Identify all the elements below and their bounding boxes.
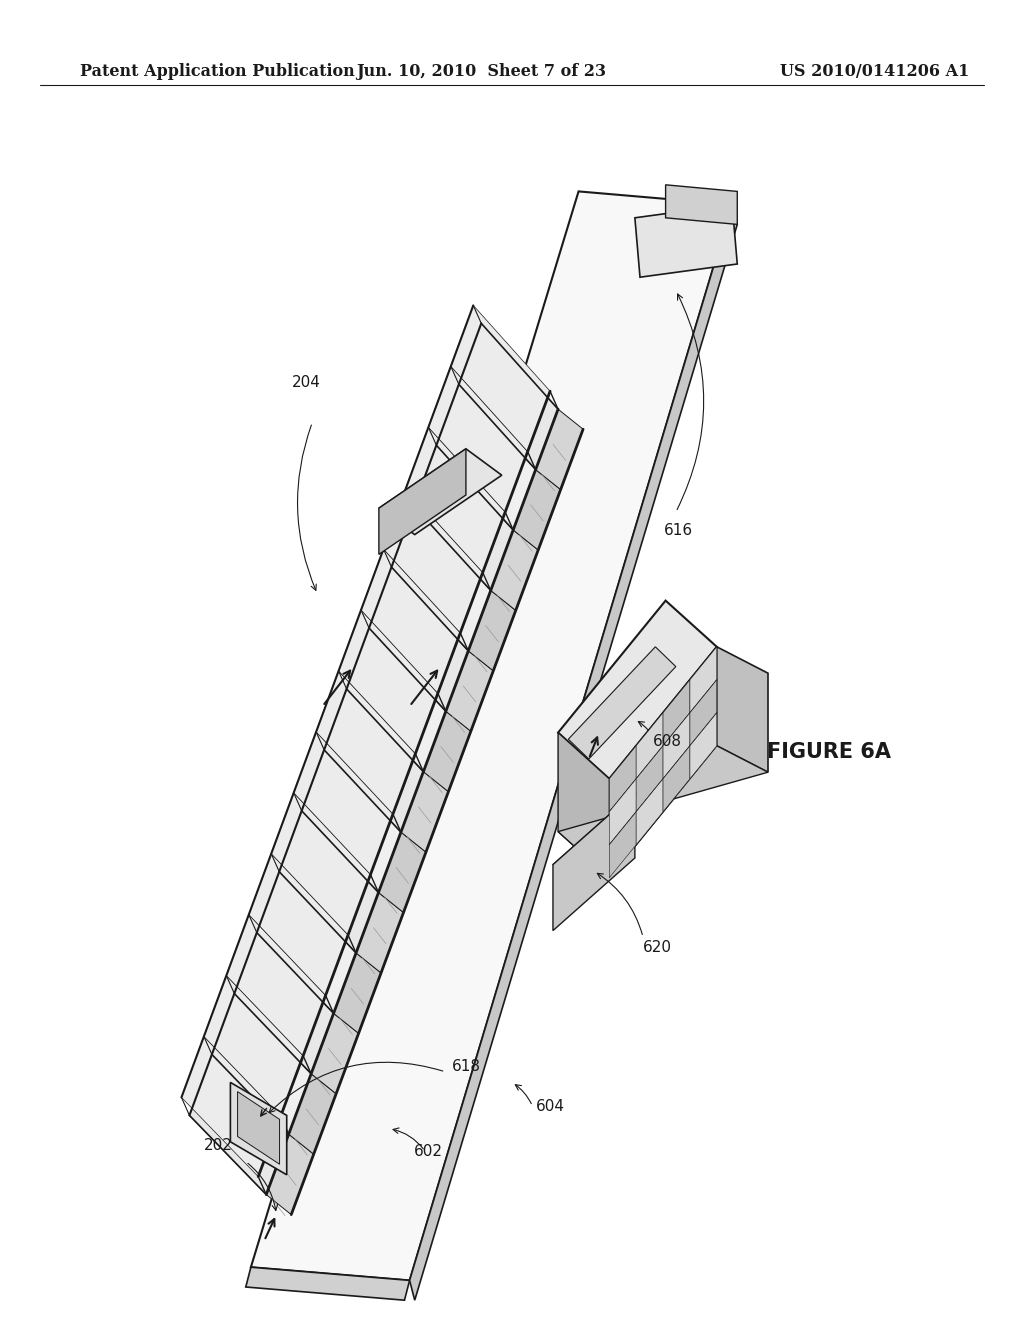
- Polygon shape: [690, 713, 717, 779]
- Polygon shape: [664, 746, 690, 812]
- Polygon shape: [451, 305, 550, 451]
- Text: 202: 202: [204, 1138, 232, 1154]
- Polygon shape: [251, 191, 732, 1280]
- Polygon shape: [558, 601, 717, 779]
- Text: 602: 602: [414, 1143, 442, 1159]
- Polygon shape: [558, 733, 609, 878]
- Polygon shape: [609, 746, 636, 812]
- Polygon shape: [428, 367, 527, 512]
- Polygon shape: [690, 647, 717, 713]
- Polygon shape: [230, 1082, 287, 1175]
- Polygon shape: [666, 185, 737, 224]
- Polygon shape: [391, 506, 490, 651]
- Text: FIGURE 6A: FIGURE 6A: [767, 742, 892, 763]
- Text: 608: 608: [653, 734, 682, 750]
- Polygon shape: [238, 1092, 280, 1164]
- Polygon shape: [401, 772, 449, 853]
- Polygon shape: [226, 915, 326, 1056]
- Polygon shape: [289, 1073, 336, 1154]
- Polygon shape: [379, 449, 466, 554]
- Polygon shape: [249, 854, 348, 995]
- Polygon shape: [361, 549, 460, 693]
- Text: 618: 618: [452, 1059, 480, 1074]
- Polygon shape: [369, 568, 468, 711]
- Polygon shape: [311, 1014, 358, 1094]
- Polygon shape: [636, 713, 664, 779]
- Polygon shape: [568, 647, 676, 759]
- Text: Patent Application Publication: Patent Application Publication: [80, 63, 354, 81]
- Polygon shape: [423, 711, 471, 792]
- Polygon shape: [414, 445, 513, 590]
- Polygon shape: [294, 731, 393, 875]
- Polygon shape: [636, 746, 664, 812]
- Polygon shape: [690, 680, 717, 746]
- Polygon shape: [212, 994, 311, 1134]
- Polygon shape: [383, 488, 482, 632]
- Polygon shape: [379, 449, 502, 535]
- Polygon shape: [468, 590, 516, 671]
- Polygon shape: [558, 746, 768, 878]
- Text: 204: 204: [292, 375, 321, 391]
- Text: Jun. 10, 2010  Sheet 7 of 23: Jun. 10, 2010 Sheet 7 of 23: [356, 63, 606, 81]
- Polygon shape: [635, 205, 737, 277]
- Text: 616: 616: [664, 523, 692, 539]
- Polygon shape: [339, 610, 438, 754]
- Polygon shape: [406, 428, 505, 573]
- Polygon shape: [189, 1055, 289, 1195]
- Polygon shape: [664, 713, 690, 779]
- Polygon shape: [459, 323, 558, 470]
- Polygon shape: [280, 810, 379, 953]
- Polygon shape: [513, 470, 560, 550]
- Polygon shape: [334, 953, 381, 1034]
- Polygon shape: [302, 750, 401, 892]
- Polygon shape: [553, 792, 655, 884]
- Text: 604: 604: [536, 1098, 564, 1114]
- Polygon shape: [717, 647, 768, 772]
- Polygon shape: [325, 689, 423, 832]
- Polygon shape: [609, 647, 717, 878]
- Polygon shape: [246, 1267, 410, 1300]
- Polygon shape: [266, 1134, 313, 1214]
- Polygon shape: [204, 975, 303, 1117]
- Polygon shape: [356, 892, 403, 973]
- Polygon shape: [410, 205, 737, 1300]
- Text: US 2010/0141206 A1: US 2010/0141206 A1: [779, 63, 969, 81]
- Polygon shape: [664, 680, 690, 746]
- Polygon shape: [316, 671, 416, 814]
- Polygon shape: [271, 793, 371, 935]
- Polygon shape: [636, 779, 664, 845]
- Polygon shape: [490, 531, 539, 610]
- Polygon shape: [257, 871, 356, 1014]
- Polygon shape: [609, 812, 636, 878]
- Polygon shape: [181, 1036, 281, 1176]
- Polygon shape: [379, 832, 426, 912]
- Polygon shape: [553, 792, 635, 931]
- Polygon shape: [346, 628, 445, 772]
- Polygon shape: [445, 651, 494, 731]
- Polygon shape: [234, 933, 334, 1073]
- Polygon shape: [536, 409, 583, 490]
- Text: 620: 620: [643, 940, 672, 956]
- Polygon shape: [436, 384, 536, 531]
- Polygon shape: [609, 779, 636, 845]
